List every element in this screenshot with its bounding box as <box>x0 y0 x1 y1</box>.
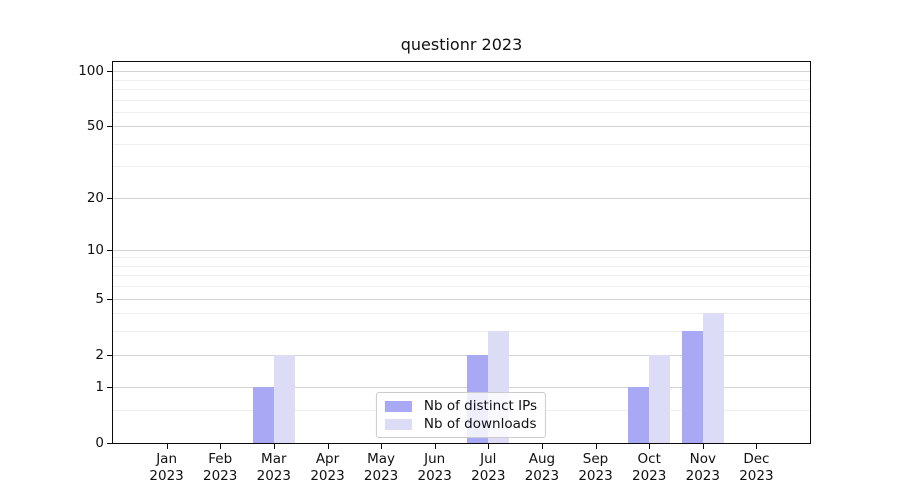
y-tick-label: 2 <box>95 346 104 363</box>
x-tick-mark <box>488 444 490 449</box>
x-tick-label: Jan 2023 <box>149 451 184 484</box>
x-tick-mark <box>541 444 543 449</box>
minor-gridline <box>113 331 810 333</box>
y-tick-mark <box>107 126 112 128</box>
major-gridline <box>113 354 810 356</box>
x-tick-mark <box>756 444 758 449</box>
bar-distinct-ips-mar <box>252 387 274 443</box>
minor-gridline <box>113 275 810 277</box>
bar-distinct-ips-oct <box>628 387 650 443</box>
x-tick-label: Jul 2023 <box>471 451 506 484</box>
minor-gridline <box>113 166 810 168</box>
major-gridline <box>113 197 810 199</box>
x-tick-mark <box>381 444 383 449</box>
legend-label-downloads: Nb of downloads <box>423 416 537 432</box>
x-tick-label: Jun 2023 <box>417 451 452 484</box>
y-tick-label: 10 <box>86 241 104 258</box>
x-tick-label: Dec 2023 <box>739 451 774 484</box>
legend-swatch-downloads <box>384 418 412 430</box>
minor-gridline <box>113 143 810 145</box>
x-tick-label: Nov 2023 <box>685 451 720 484</box>
bar-distinct-ips-nov <box>681 331 703 443</box>
x-tick-mark <box>702 444 704 449</box>
legend-item-downloads: Nb of downloads <box>384 415 537 433</box>
chart-title: questionr 2023 <box>400 35 523 54</box>
minor-gridline <box>113 265 810 267</box>
bar-downloads-nov <box>702 313 724 443</box>
x-tick-mark <box>649 444 651 449</box>
x-tick-label: Aug 2023 <box>524 451 560 484</box>
x-tick-label: Feb 2023 <box>203 451 238 484</box>
legend-label-distinct-ips: Nb of distinct IPs <box>423 398 538 414</box>
legend-item-distinct-ips: Nb of distinct IPs <box>384 397 538 415</box>
plot-area <box>112 61 811 444</box>
bar-downloads-oct <box>649 354 671 443</box>
y-tick-mark <box>107 71 112 72</box>
minor-gridline <box>113 257 810 259</box>
x-tick-mark <box>434 444 436 449</box>
y-tick-label: 1 <box>95 379 104 396</box>
y-tick-mark <box>107 387 112 389</box>
major-gridline <box>113 298 810 300</box>
minor-gridline <box>113 286 810 288</box>
x-tick-label: May 2023 <box>363 451 399 484</box>
x-tick-mark <box>166 444 168 449</box>
y-tick-label: 100 <box>78 63 104 79</box>
y-tick-mark <box>107 197 112 199</box>
legend-swatch-distinct-ips <box>384 400 412 412</box>
y-tick-label: 0 <box>95 435 104 451</box>
y-tick-label: 50 <box>86 118 104 135</box>
x-tick-mark <box>220 444 222 449</box>
minor-gridline <box>113 79 810 81</box>
major-gridline <box>113 71 810 72</box>
y-tick-mark <box>107 298 112 300</box>
y-tick-label: 5 <box>95 290 104 307</box>
legend: Nb of distinct IPs Nb of downloads <box>375 392 547 438</box>
bar-downloads-mar <box>273 354 295 443</box>
y-tick-mark <box>107 443 112 444</box>
minor-gridline <box>113 313 810 315</box>
major-gridline <box>113 126 810 128</box>
x-tick-mark <box>327 444 329 449</box>
x-tick-label: Apr 2023 <box>310 451 345 484</box>
x-tick-label: Oct 2023 <box>632 451 667 484</box>
x-tick-mark <box>273 444 275 449</box>
minor-gridline <box>113 88 810 90</box>
x-tick-mark <box>595 444 597 449</box>
minor-gridline <box>113 111 810 113</box>
major-gridline <box>113 387 810 389</box>
x-tick-label: Mar 2023 <box>256 451 291 484</box>
y-tick-label: 20 <box>86 189 104 206</box>
y-tick-mark <box>107 249 112 251</box>
minor-gridline <box>113 99 810 101</box>
y-tick-mark <box>107 354 112 356</box>
x-tick-label: Sep 2023 <box>578 451 613 484</box>
major-gridline <box>113 249 810 251</box>
